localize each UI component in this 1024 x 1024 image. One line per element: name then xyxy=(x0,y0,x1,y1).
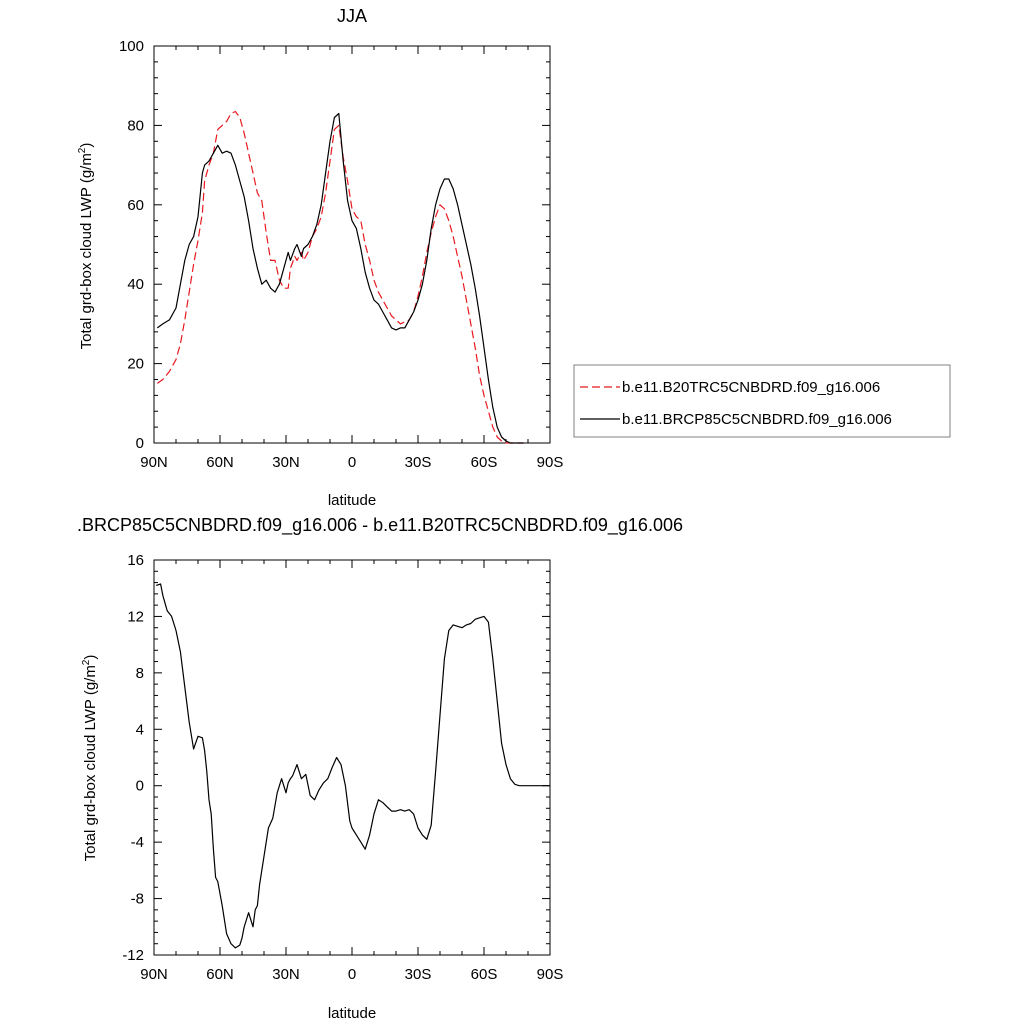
y-tick-label: 80 xyxy=(127,117,144,134)
chart-title: JJA xyxy=(337,6,367,26)
y-axis-label-text: Total grd-box cloud LWP (g/m xyxy=(78,153,95,349)
y-tick-label: 0 xyxy=(136,435,144,452)
y-tick-label: -12 xyxy=(122,947,144,964)
top-plot-frame xyxy=(153,45,551,444)
x-tick-label: 60N xyxy=(206,966,234,983)
x-tick-label: 30N xyxy=(272,966,300,983)
legend: b.e11.B20TRC5CNBDRD.f09_g16.006 b.e11.BR… xyxy=(573,364,951,438)
top-plot-area xyxy=(153,45,551,444)
x-tick-label: 90S xyxy=(537,454,564,471)
x-tick-label: 0 xyxy=(348,966,356,983)
y-tick-label: 8 xyxy=(136,665,144,682)
x-tick-label: 60S xyxy=(471,966,498,983)
y-axis-label-tail: ) xyxy=(78,143,95,148)
y-tick-label: 60 xyxy=(127,197,144,214)
y-tick-label: 12 xyxy=(127,608,144,625)
y-axis-label-text: Total grd-box cloud LWP (g/m xyxy=(82,665,99,861)
top-axis-ticks: 90N 60N 30N 0 30S 60S 90S 0 20 40 60 80 100 xyxy=(119,38,563,471)
x-tick-label: 60S xyxy=(471,454,498,471)
top-series-line-1 xyxy=(156,112,524,444)
x-tick-label: 0 xyxy=(348,454,356,471)
y-tick-label: 0 xyxy=(136,778,144,795)
difference-chart-title: .BRCP85C5CNBDRD.f09_g16.006 - b.e11.B20T… xyxy=(77,515,683,536)
bottom-plot-frame xyxy=(153,559,551,956)
x-tick-label: 90N xyxy=(140,454,168,471)
bottom-series-line-0 xyxy=(156,583,550,949)
legend-label-brcp85: b.e11.BRCP85C5CNBDRD.f09_g16.006 xyxy=(622,411,892,428)
x-axis-label: latitude xyxy=(328,1005,376,1022)
legend-box xyxy=(573,364,951,438)
x-axis-label: latitude xyxy=(328,492,376,509)
y-tick-label: -4 xyxy=(131,834,144,851)
bottom-axis-ticks: 90N 60N 30N 0 30S 60S 90S -12 -8 -4 0 4 8 12 16 xyxy=(122,552,563,983)
y-tick-label: 40 xyxy=(127,276,144,293)
y-axis-label: Total grd-box cloud LWP (g/m2) xyxy=(77,143,95,350)
bottom-chart: .BRCP85C5CNBDRD.f09_g16.006 - b.e11.B20T… xyxy=(77,515,683,1022)
x-tick-label: 90S xyxy=(537,966,564,983)
y-tick-label: 100 xyxy=(119,38,144,55)
top-series-lines xyxy=(156,110,524,444)
x-tick-label: 60N xyxy=(206,454,234,471)
x-tick-label: 90N xyxy=(140,966,168,983)
y-tick-label: 4 xyxy=(136,721,144,738)
y-axis-label: Total grd-box cloud LWP (g/m2) xyxy=(81,655,99,862)
bottom-series-lines xyxy=(156,583,550,949)
x-tick-label: 30N xyxy=(272,454,300,471)
y-axis-label-sup: 2 xyxy=(77,147,88,153)
y-axis-label-tail: ) xyxy=(82,655,99,660)
y-tick-label: -8 xyxy=(131,891,144,908)
y-tick-label: 16 xyxy=(127,552,144,569)
y-axis-label-sup: 2 xyxy=(81,659,92,665)
y-tick-label: 20 xyxy=(127,356,144,373)
legend-label-b20trc: b.e11.B20TRC5CNBDRD.f09_g16.006 xyxy=(622,379,880,396)
top-series-line-0 xyxy=(156,110,524,444)
x-tick-label: 30S xyxy=(405,454,432,471)
top-chart: JJA 90N 60N 30N 0 30S 60S 90S 0 20 40 60 80 100 lati… xyxy=(77,6,951,509)
x-tick-label: 30S xyxy=(405,966,432,983)
bottom-plot-area xyxy=(153,559,551,956)
